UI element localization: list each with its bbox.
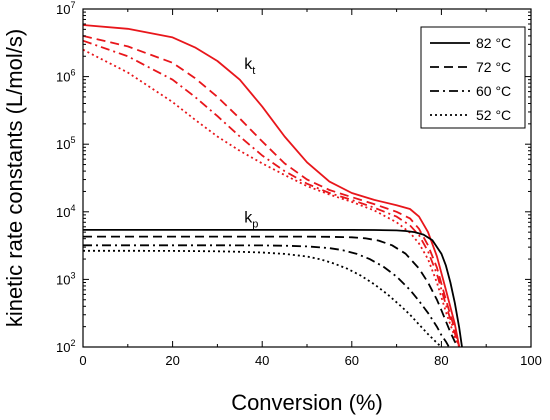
x-axis-title: Conversion (%) (231, 390, 383, 415)
x-tick-label-1: 20 (165, 353, 179, 368)
legend-label-0: 82 °C (476, 35, 511, 51)
series-line-kp-7 (83, 249, 443, 348)
legend-label-3: 52 °C (476, 107, 511, 123)
x-tick-label-4: 80 (434, 353, 448, 368)
series-line-kp-5 (83, 235, 459, 348)
series-line-kt-0 (82, 24, 461, 348)
y-tick-label-4: 106 (56, 68, 75, 85)
annotation-kt: kt (244, 56, 255, 77)
y-tick-label-0: 102 (56, 338, 75, 355)
y-tick-label-5: 107 (56, 0, 75, 17)
series-line-kt-2 (82, 39, 461, 348)
series-line-kp-6 (83, 244, 450, 348)
series-line-kt-1 (82, 35, 461, 348)
series-layer (82, 24, 463, 348)
annotation-layer: kt kp (244, 56, 258, 230)
y-tick-label-2: 104 (56, 203, 75, 220)
series-line-kp-4 (83, 228, 463, 348)
x-tick-label-2: 40 (255, 353, 269, 368)
y-tick-label-3: 105 (56, 135, 75, 152)
legend-label-1: 72 °C (476, 59, 511, 75)
x-tick-label-3: 60 (345, 353, 359, 368)
annotation-kp: kp (244, 209, 258, 230)
x-tick-label-5: 100 (520, 353, 542, 368)
axes-layer: 0 20 40 60 80 100 102 103 104 105 106 107 (56, 0, 542, 368)
y-tick-label-1: 103 (56, 270, 75, 287)
x-tick-label-0: 0 (79, 353, 86, 368)
legend: 82 °C 72 °C 60 °C 52 °C (420, 26, 526, 129)
legend-items: 82 °C 72 °C 60 °C 52 °C (430, 35, 511, 123)
y-axis-title: kinetic rate constants (L/mol/s) (2, 29, 27, 327)
legend-label-2: 60 °C (476, 83, 511, 99)
